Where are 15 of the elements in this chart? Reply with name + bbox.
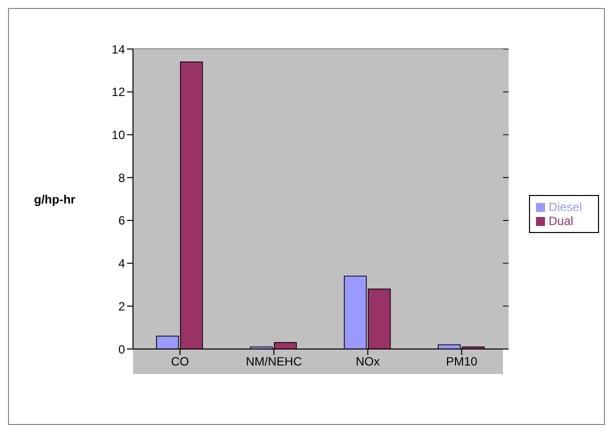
- y-tick-label: 2: [118, 299, 126, 314]
- y-axis-title: g/hp-hr: [34, 192, 76, 206]
- x-tick-label: PM10: [446, 354, 478, 369]
- legend-label: Dual: [548, 214, 574, 228]
- y-tick-label: 12: [112, 85, 126, 100]
- y-tick-label: 6: [118, 214, 126, 228]
- x-tick-label: CO: [170, 354, 189, 369]
- y-tick-label: 10: [112, 128, 126, 142]
- legend-label: Diesel: [548, 200, 582, 214]
- x-tick-label: NM/NEHC: [246, 354, 302, 369]
- y-tick-label: 8: [118, 170, 126, 185]
- y-tick-label: 4: [118, 256, 126, 271]
- y-tick-label: 0: [118, 342, 126, 356]
- y-tick-label: 14: [112, 42, 126, 56]
- x-tick-label: NOx: [356, 354, 380, 369]
